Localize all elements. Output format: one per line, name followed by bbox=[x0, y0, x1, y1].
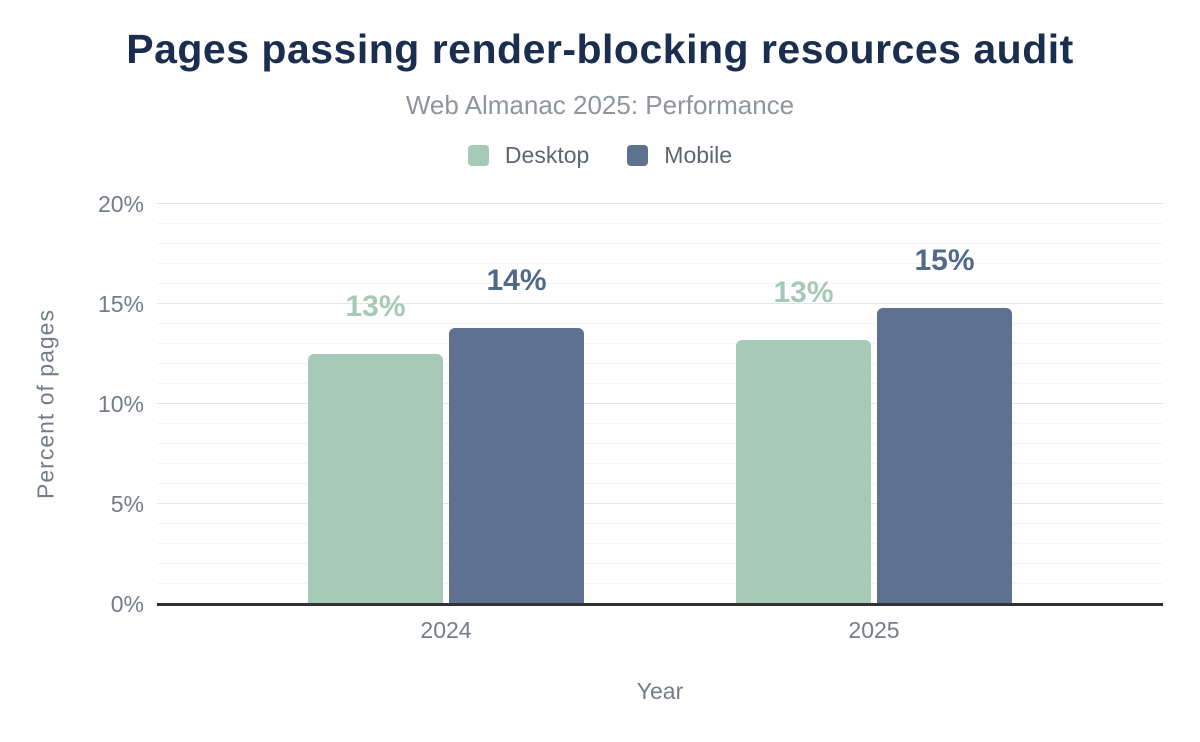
bar-mobile-2025: 15% bbox=[877, 246, 1012, 604]
gridline-20 bbox=[157, 203, 1163, 204]
gridline-1 bbox=[157, 583, 1163, 584]
gridline-16 bbox=[157, 283, 1163, 284]
gridline-13 bbox=[157, 343, 1163, 344]
desktop-legend-swatch bbox=[467, 145, 489, 166]
gridline-2 bbox=[157, 563, 1163, 564]
bar-desktop-2024: 13% bbox=[308, 292, 443, 604]
gridline-17 bbox=[157, 263, 1163, 264]
x-axis-line bbox=[157, 603, 1163, 606]
y-axis-tick-20%: 20% bbox=[97, 191, 144, 217]
gridline-7 bbox=[157, 463, 1163, 464]
chart-title: Pages passing render-blocking resources … bbox=[126, 26, 1074, 72]
gridline-18 bbox=[157, 243, 1163, 244]
x-axis-title: Year bbox=[636, 678, 684, 704]
y-axis-tick-0%: 0% bbox=[110, 591, 144, 617]
chart-subtitle: Web Almanac 2025: Performance bbox=[405, 90, 795, 120]
bar-value-label-mobile-2025: 15% bbox=[914, 244, 975, 277]
gridline-6 bbox=[157, 483, 1163, 484]
gridline-11 bbox=[157, 383, 1163, 384]
bar-groups: 13% 14% 13% 15% bbox=[157, 204, 1163, 604]
legend-label-desktop: Desktop bbox=[504, 142, 590, 168]
bar-desktop-2025: 13% bbox=[736, 278, 871, 604]
gridline-4 bbox=[157, 523, 1163, 524]
bar-group-2024: 13% 14% bbox=[308, 266, 584, 604]
legend-item-desktop: Desktop bbox=[467, 142, 590, 169]
bar-value-label-desktop-2025: 13% bbox=[773, 276, 834, 309]
x-axis-ticks: 2024 2025 bbox=[157, 617, 1163, 644]
gridline-8 bbox=[157, 443, 1163, 444]
legend: Desktop Mobile bbox=[0, 142, 1200, 169]
gridline-10 bbox=[157, 403, 1163, 404]
y-axis-tick-15%: 15% bbox=[97, 291, 144, 317]
bar-group-2025: 13% 15% bbox=[736, 246, 1012, 604]
bar-mobile-2024: 14% bbox=[449, 266, 584, 604]
plot-area: 13% 14% 13% 15% bbox=[157, 203, 1163, 604]
gridline-5 bbox=[157, 503, 1163, 504]
gridline-19 bbox=[157, 223, 1163, 224]
gridline-14 bbox=[157, 323, 1163, 324]
legend-item-mobile: Mobile bbox=[627, 142, 732, 169]
gridline-12 bbox=[157, 363, 1163, 364]
gridline-9 bbox=[157, 423, 1163, 424]
legend-label-mobile: Mobile bbox=[664, 142, 733, 168]
x-axis-tick-2025: 2025 bbox=[848, 617, 900, 643]
gridline-3 bbox=[157, 543, 1163, 544]
x-axis-tick-2024: 2024 bbox=[420, 617, 472, 643]
mobile-legend-swatch bbox=[627, 145, 649, 166]
y-axis-tick-5%: 5% bbox=[110, 491, 144, 517]
y-axis-tick-10%: 10% bbox=[97, 391, 144, 417]
bar-value-label-mobile-2024: 14% bbox=[486, 264, 547, 297]
gridline-15 bbox=[157, 303, 1163, 304]
bar-value-label-desktop-2024: 13% bbox=[345, 290, 406, 323]
